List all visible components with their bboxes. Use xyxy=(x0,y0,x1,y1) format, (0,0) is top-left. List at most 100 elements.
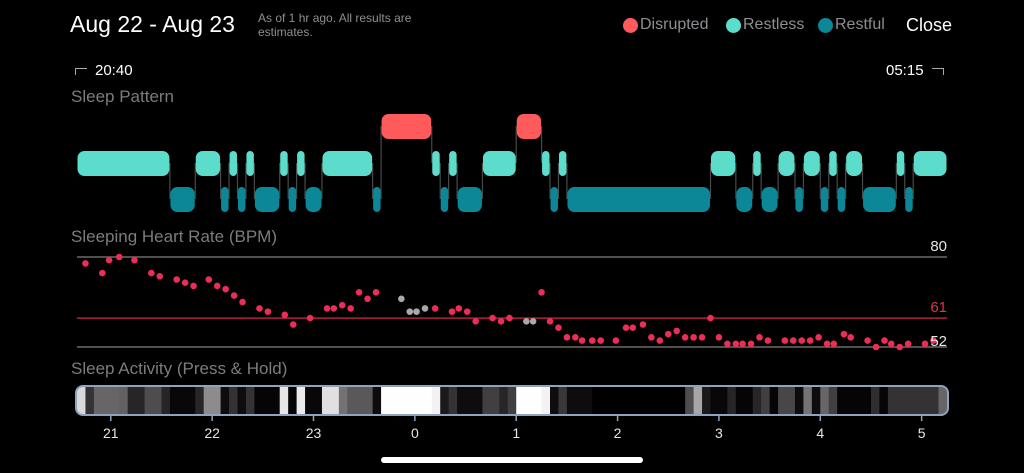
estimate-note: As of 1 hr ago. All results are estimate… xyxy=(258,11,412,39)
heart-rate-point xyxy=(497,317,505,325)
hour-tick-label: 2 xyxy=(614,425,622,441)
sleep-pattern-heading: Sleep Pattern xyxy=(71,87,175,106)
heart-rate-point xyxy=(656,337,664,344)
heart-rate-point xyxy=(715,334,723,341)
heart-rate-point xyxy=(798,337,806,344)
heart-rate-point xyxy=(364,295,371,303)
heart-rate-point xyxy=(173,276,180,283)
sleep-segment-restless xyxy=(432,151,440,176)
end-time-label: 05:15 xyxy=(886,62,924,79)
sleep-segment-restless xyxy=(229,151,237,176)
activity-block xyxy=(305,386,323,415)
heart-rate-point xyxy=(764,337,772,344)
sleep-segment-restful xyxy=(288,187,297,212)
activity-block xyxy=(203,386,222,415)
heart-rate-point xyxy=(372,289,380,296)
sleep-activity-chart[interactable]: 21 22 23 0 1 2 3 4 5 xyxy=(75,385,949,441)
heart-rate-point xyxy=(289,321,297,328)
heart-rate-point xyxy=(213,282,221,290)
activity-block xyxy=(778,386,796,415)
sleep-segment-restful xyxy=(373,187,381,212)
activity-block xyxy=(811,386,821,415)
heart-rate-chart: 80 61 52 xyxy=(77,238,947,351)
sleep-segment-restful xyxy=(305,187,322,212)
heart-rate-point xyxy=(115,253,123,261)
home-indicator[interactable] xyxy=(381,457,643,463)
activity-block xyxy=(887,386,940,415)
heart-rate-point xyxy=(413,308,420,315)
heart-rate-point xyxy=(406,308,414,315)
activity-block xyxy=(296,386,306,415)
heart-rate-point xyxy=(847,334,855,341)
heart-rate-point xyxy=(756,334,763,341)
activity-block xyxy=(169,386,196,415)
heart-rate-point xyxy=(698,334,706,341)
activity-block xyxy=(769,386,779,415)
activity-block xyxy=(457,386,484,415)
heart-rate-point xyxy=(629,324,637,332)
heart-rate-point xyxy=(529,317,537,325)
activity-block xyxy=(237,386,247,415)
heart-rate-point xyxy=(323,305,331,312)
heart-rate-point xyxy=(664,330,672,338)
heart-rate-point xyxy=(921,340,929,348)
start-time: 20:40 xyxy=(75,62,133,79)
sleep-pattern-chart[interactable] xyxy=(77,114,947,212)
heart-rate-point xyxy=(455,305,463,312)
heart-rate-point xyxy=(131,256,138,264)
heart-rate-point xyxy=(815,334,822,341)
hour-tick-label: 3 xyxy=(715,425,723,441)
activity-block xyxy=(144,386,163,415)
close-button[interactable]: Close xyxy=(906,15,953,35)
min-hr-label: 52 xyxy=(930,333,947,350)
heart-rate-point xyxy=(546,317,554,325)
heart-rate-point xyxy=(281,311,289,319)
activity-block xyxy=(735,386,754,415)
sleep-segment-restless xyxy=(246,151,254,176)
sleep-segment-restless xyxy=(846,151,863,176)
activity-block xyxy=(77,386,87,415)
heart-rate-point xyxy=(578,337,586,344)
legend-label: Disrupted xyxy=(640,16,709,33)
heart-rate-point xyxy=(588,337,596,344)
sleep-segment-restless xyxy=(195,151,221,176)
heart-rate-point xyxy=(806,337,814,344)
heart-rate-point xyxy=(398,295,405,303)
sleep-segment-restful xyxy=(254,187,280,212)
activity-block xyxy=(195,386,205,415)
activity-block xyxy=(803,386,813,415)
activity-block xyxy=(693,386,703,415)
hour-tick-label: 4 xyxy=(816,425,824,441)
heart-rate-point xyxy=(864,337,871,344)
heart-rate-point xyxy=(264,308,272,315)
end-bracket-icon xyxy=(931,67,944,75)
sleep-segment-restful xyxy=(237,187,246,212)
start-bracket-icon xyxy=(75,67,87,75)
heart-rate-point xyxy=(463,308,471,315)
activity-block xyxy=(431,386,441,415)
heart-rate-point xyxy=(239,298,246,306)
activity-block xyxy=(879,386,889,415)
legend-restless: Restless xyxy=(726,16,804,34)
heart-rate-point xyxy=(555,324,562,332)
heart-rate-point xyxy=(538,289,545,296)
heart-rate-point xyxy=(190,282,197,290)
heart-rate-point xyxy=(648,334,655,341)
activity-block xyxy=(828,386,838,415)
activity-block xyxy=(752,386,762,415)
restless-dot-icon xyxy=(726,17,741,33)
heart-rate-point xyxy=(622,324,630,332)
heart-rate-point xyxy=(739,340,746,348)
sleep-segment-restless xyxy=(77,151,170,176)
heart-rate-point xyxy=(82,260,89,267)
heart-rate-point xyxy=(830,340,838,348)
sleep-segment-restful xyxy=(820,187,829,212)
activity-block xyxy=(685,386,695,415)
heart-rate-point xyxy=(690,334,697,341)
avg-hr-label: 61 xyxy=(930,299,947,316)
activity-block xyxy=(938,386,948,415)
sleep-segment-restless xyxy=(558,151,567,176)
activity-block xyxy=(448,386,458,415)
hour-tick-label: 23 xyxy=(306,425,322,441)
heart-rate-point xyxy=(597,337,604,344)
